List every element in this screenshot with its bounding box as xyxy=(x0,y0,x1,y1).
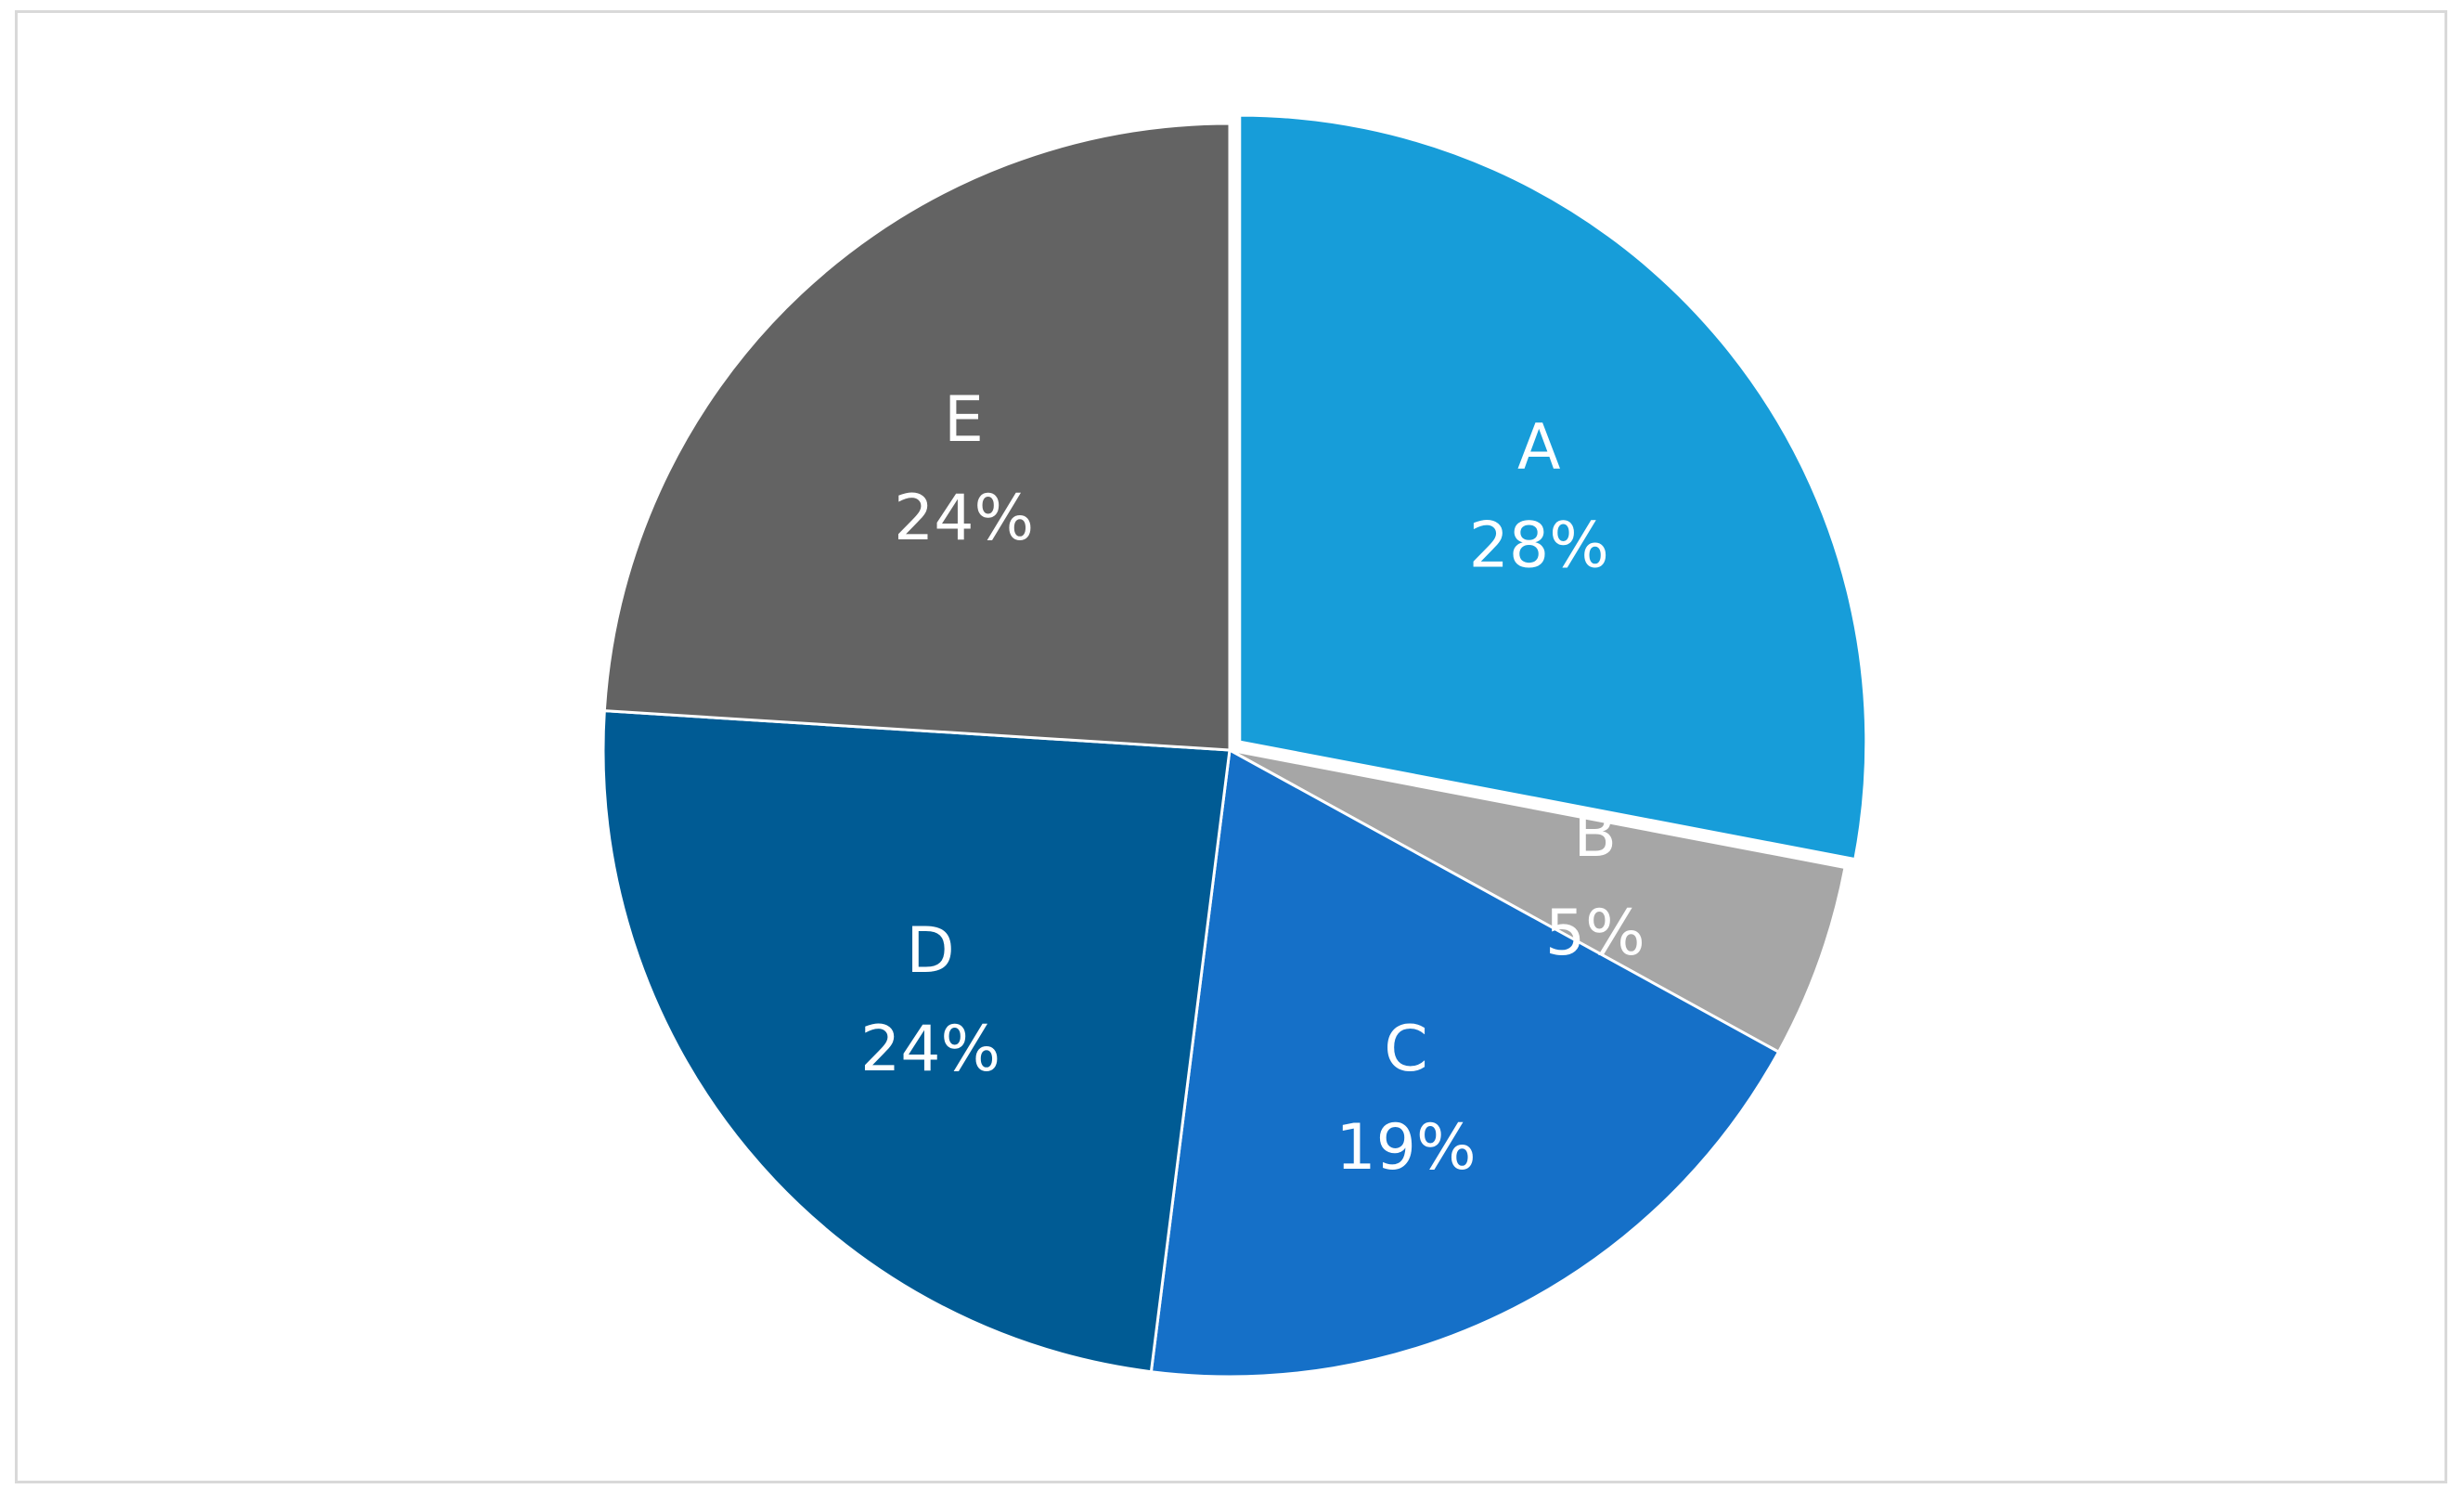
slice-percent-label-c: 19% xyxy=(1335,1111,1476,1185)
pie-labels: A 28% B 5% C 19% D 24% E 24% xyxy=(860,383,1645,1185)
pie-slices xyxy=(601,113,1868,1379)
pie-slice-e xyxy=(602,122,1232,752)
slice-category-label-a: A xyxy=(1517,410,1561,484)
slice-percent-label-b: 5% xyxy=(1545,897,1645,970)
slice-category-label-c: C xyxy=(1384,1013,1427,1086)
slice-percent-label-a: 28% xyxy=(1469,509,1609,582)
slice-percent-label-e: 24% xyxy=(894,482,1034,555)
pie-slice-b xyxy=(1228,748,1847,1054)
slice-category-label-e: E xyxy=(944,383,984,457)
slice-category-label-d: D xyxy=(906,914,954,988)
slice-percent-label-d: 24% xyxy=(860,1013,1000,1086)
slice-category-label-b: B xyxy=(1573,798,1617,872)
pie-slice-a xyxy=(1238,113,1868,861)
pie-slice-d xyxy=(601,709,1232,1374)
pie-slice-c xyxy=(1149,748,1781,1379)
